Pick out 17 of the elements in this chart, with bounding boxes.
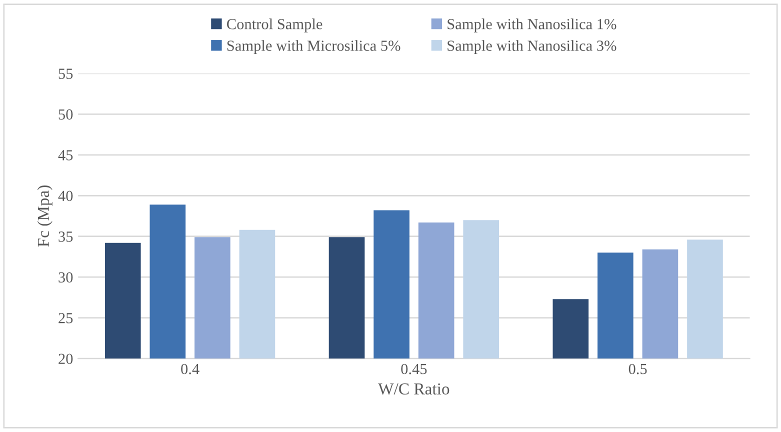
x-axis-title: W/C Ratio	[378, 383, 450, 395]
y-tick-label: 25	[58, 313, 73, 324]
legend-label: Sample with Nanosilica 1%	[448, 18, 616, 32]
legend-label: Control Sample	[227, 18, 322, 32]
y-tick-label: 50	[58, 109, 73, 120]
y-tick-label: 55	[58, 68, 73, 79]
x-tick-label: 0.5	[628, 364, 647, 374]
y-tick-label: 40	[58, 190, 73, 202]
legend-label: Sample with Microsilica 5%	[227, 40, 400, 54]
x-tick-label: 0.4	[181, 364, 200, 374]
y-tick-label: 45	[58, 150, 73, 160]
x-tick-label: 0.45	[401, 364, 427, 374]
y-tick-label: 30	[58, 272, 73, 283]
y-tick-label: 20	[58, 354, 73, 364]
y-tick-label: 35	[58, 232, 73, 242]
y-axis-title: Fc (Mpa)	[37, 185, 52, 247]
legend-label: Sample with Nanosilica 3%	[448, 40, 616, 54]
